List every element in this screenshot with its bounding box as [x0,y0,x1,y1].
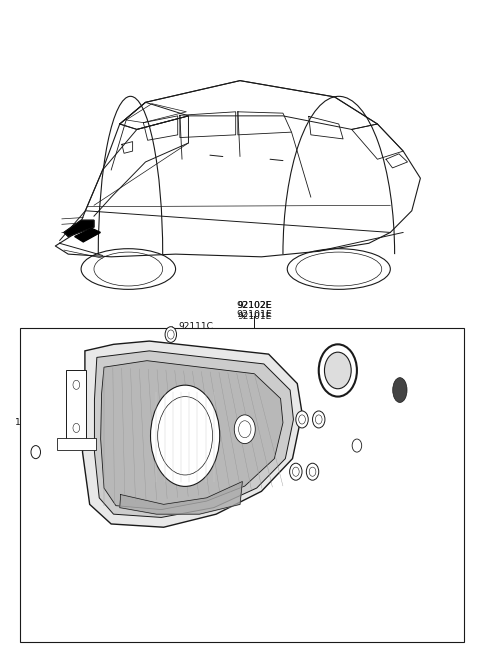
Polygon shape [95,351,293,518]
Text: 18649E: 18649E [309,340,344,350]
Bar [66,371,86,442]
Text: 18644F: 18644F [245,475,278,484]
Ellipse shape [393,378,407,403]
Polygon shape [83,341,302,527]
Circle shape [31,445,40,459]
Circle shape [289,463,302,480]
Circle shape [296,411,308,428]
Circle shape [234,415,255,443]
Polygon shape [101,361,283,510]
Text: 18643D: 18643D [350,396,385,404]
Text: 92151A: 92151A [383,351,418,360]
Polygon shape [75,228,100,242]
Text: 18644F: 18644F [276,394,309,403]
Text: 92101E: 92101E [237,312,272,321]
Text: 92101E: 92101E [236,310,272,319]
Bar [57,438,96,450]
Text: 92111C: 92111C [178,322,213,331]
Text: 1129EE: 1129EE [15,418,49,426]
Text: 86383C: 86383C [62,357,97,366]
Polygon shape [120,482,242,514]
Text: 86376: 86376 [66,368,95,377]
Circle shape [312,411,325,428]
Circle shape [324,352,351,389]
Bar [21,328,464,642]
Text: 92102E: 92102E [237,300,271,310]
Text: 92137A: 92137A [118,384,153,392]
Circle shape [165,327,177,342]
Ellipse shape [151,385,220,486]
Circle shape [306,463,319,480]
Polygon shape [64,220,94,237]
Text: 92102E: 92102E [236,300,272,310]
